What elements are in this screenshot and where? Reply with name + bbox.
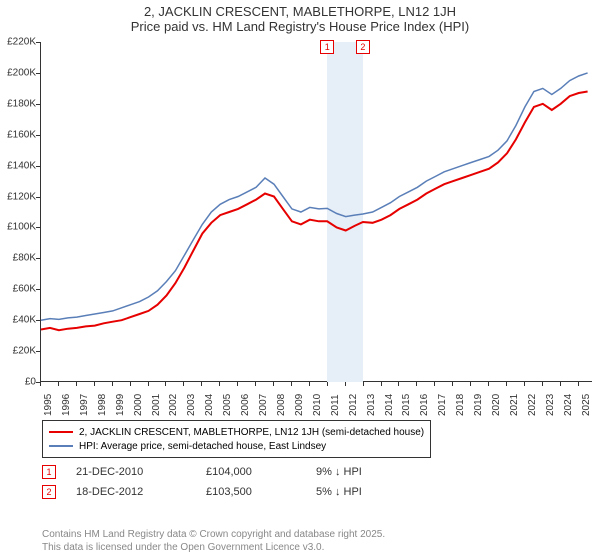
x-tick-label: 1998 [97,394,108,416]
x-tick-label: 2016 [419,394,430,416]
chart-marker: 1 [320,40,334,54]
x-tick-label: 2023 [545,394,556,416]
transaction-price: £103,500 [206,486,316,498]
legend-swatch-property [49,431,73,433]
y-tick-label: £120K [7,191,36,202]
y-tick-label: £200K [7,67,36,78]
legend-box: 2, JACKLIN CRESCENT, MABLETHORPE, LN12 1… [42,420,431,458]
legend-label-hpi: HPI: Average price, semi-detached house,… [79,441,326,452]
x-tick-label: 2025 [581,394,592,416]
x-tick-label: 2002 [168,394,179,416]
x-tick-label: 2004 [204,394,215,416]
y-tick-label: £160K [7,129,36,140]
chart-marker: 2 [356,40,370,54]
x-tick-label: 2008 [276,394,287,416]
transaction-price: £104,000 [206,466,316,478]
x-tick-label: 1999 [115,394,126,416]
title-line1: 2, JACKLIN CRESCENT, MABLETHORPE, LN12 1… [0,4,600,19]
y-tick-label: £20K [13,346,36,357]
y-tick-label: £140K [7,160,36,171]
x-tick-label: 2015 [401,394,412,416]
x-tick-label: 2019 [473,394,484,416]
x-tick-label: 2018 [455,394,466,416]
title-line2: Price paid vs. HM Land Registry's House … [0,19,600,34]
x-tick-label: 2020 [491,394,502,416]
x-tick-label: 2006 [240,394,251,416]
transaction-row: 2 18-DEC-2012 £103,500 5% ↓ HPI [42,482,426,502]
line-series-svg [41,42,593,382]
license-line2: This data is licensed under the Open Gov… [42,541,385,554]
legend-row-hpi: HPI: Average price, semi-detached house,… [49,439,424,453]
chart-container: 2, JACKLIN CRESCENT, MABLETHORPE, LN12 1… [0,0,600,560]
x-tick-label: 2024 [563,394,574,416]
license-text: Contains HM Land Registry data © Crown c… [42,528,385,554]
x-tick-label: 2014 [384,394,395,416]
license-line1: Contains HM Land Registry data © Crown c… [42,528,385,541]
transactions-table: 1 21-DEC-2010 £104,000 9% ↓ HPI 2 18-DEC… [42,462,426,502]
y-tick-label: £80K [13,253,36,264]
x-tick-label: 2010 [312,394,323,416]
plot-region: 12 [40,42,592,382]
legend-swatch-hpi [49,445,73,447]
series-line-property [41,92,588,331]
x-tick-label: 2011 [330,394,341,416]
x-tick-label: 2022 [527,394,538,416]
title-block: 2, JACKLIN CRESCENT, MABLETHORPE, LN12 1… [0,0,600,34]
transaction-pct: 5% ↓ HPI [316,486,426,498]
legend-label-property: 2, JACKLIN CRESCENT, MABLETHORPE, LN12 1… [79,427,424,438]
x-tick-label: 2001 [151,394,162,416]
transaction-date: 18-DEC-2012 [76,486,206,498]
x-tick-label: 2005 [222,394,233,416]
x-tick-label: 2021 [509,394,520,416]
y-tick-label: £100K [7,222,36,233]
chart-area: 12 £0£20K£40K£60K£80K£100K£120K£140K£160… [40,42,592,382]
y-tick-label: £180K [7,98,36,109]
transaction-pct: 9% ↓ HPI [316,466,426,478]
x-tick-label: 2000 [133,394,144,416]
x-tick-label: 1997 [79,394,90,416]
y-tick-label: £40K [13,315,36,326]
series-line-hpi [41,73,588,320]
transaction-date: 21-DEC-2010 [76,466,206,478]
transaction-marker: 2 [42,485,56,499]
y-tick-label: £220K [7,37,36,48]
y-tick-label: £60K [13,284,36,295]
transaction-row: 1 21-DEC-2010 £104,000 9% ↓ HPI [42,462,426,482]
y-tick-label: £0 [25,377,36,388]
x-tick-label: 2013 [366,394,377,416]
x-tick-label: 2009 [294,394,305,416]
x-tick-label: 2003 [186,394,197,416]
x-tick-label: 2012 [348,394,359,416]
transaction-marker: 1 [42,465,56,479]
legend-row-property: 2, JACKLIN CRESCENT, MABLETHORPE, LN12 1… [49,425,424,439]
x-tick-label: 2007 [258,394,269,416]
x-tick-label: 2017 [437,394,448,416]
x-tick-label: 1995 [43,394,54,416]
x-tick-label: 1996 [61,394,72,416]
